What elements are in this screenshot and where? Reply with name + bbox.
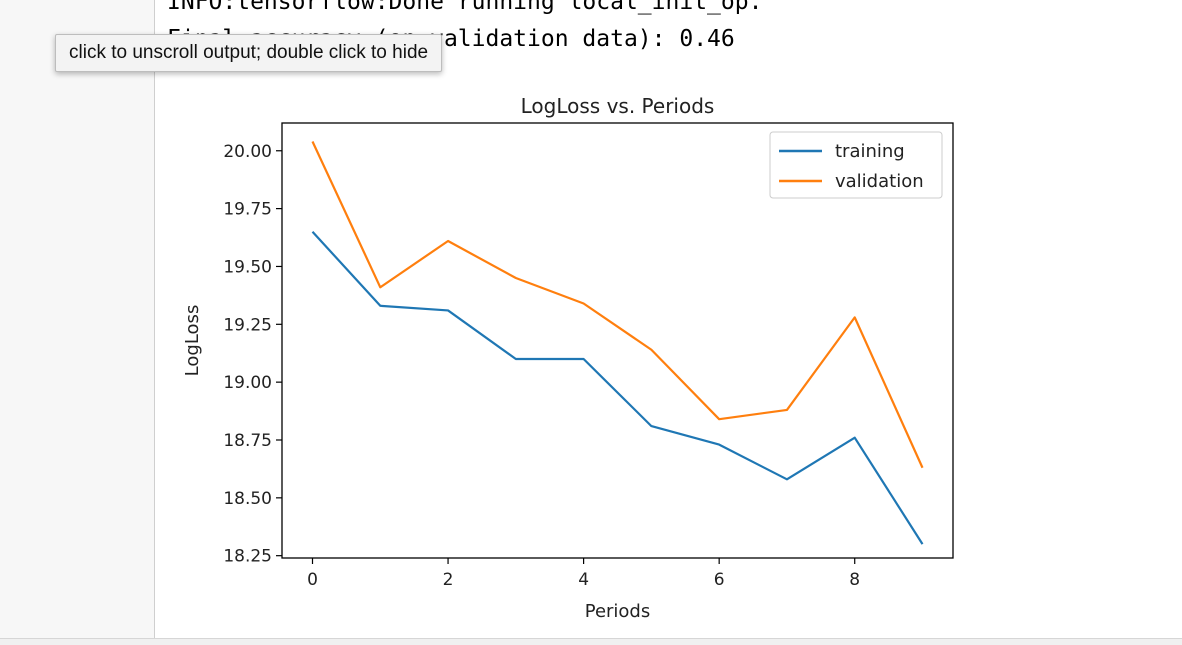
y-axis-label: LogLoss [182,305,203,377]
x-tick-label: 0 [307,570,318,590]
x-axis-label: Periods [585,601,651,622]
y-tick-label: 19.25 [223,315,272,335]
y-tick-label: 18.75 [223,431,272,451]
y-tick-label: 19.00 [223,373,272,393]
x-tick-label: 8 [849,570,860,590]
y-tick-label: 19.50 [223,257,272,277]
y-tick-label: 19.75 [223,200,272,220]
x-tick-label: 6 [714,570,725,590]
legend-label-validation: validation [835,171,924,192]
y-tick-label: 20.00 [223,142,272,162]
unscroll-output-tooltip[interactable]: click to unscroll output; double click t… [55,34,442,72]
x-tick-label: 2 [443,570,454,590]
legend-label-training: training [835,141,905,162]
chart-title: LogLoss vs. Periods [521,94,715,118]
x-tick-label: 4 [578,570,589,590]
series-line-training [313,232,923,544]
y-tick-label: 18.50 [223,489,272,509]
y-tick-label: 18.25 [223,547,272,567]
